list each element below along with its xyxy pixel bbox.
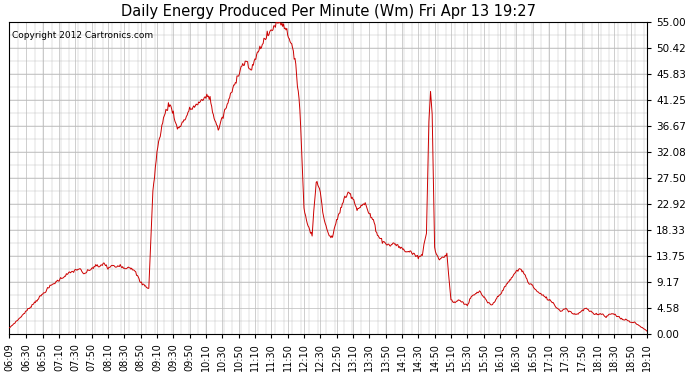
Title: Daily Energy Produced Per Minute (Wm) Fri Apr 13 19:27: Daily Energy Produced Per Minute (Wm) Fr… [121, 4, 535, 19]
Text: Copyright 2012 Cartronics.com: Copyright 2012 Cartronics.com [12, 31, 153, 40]
